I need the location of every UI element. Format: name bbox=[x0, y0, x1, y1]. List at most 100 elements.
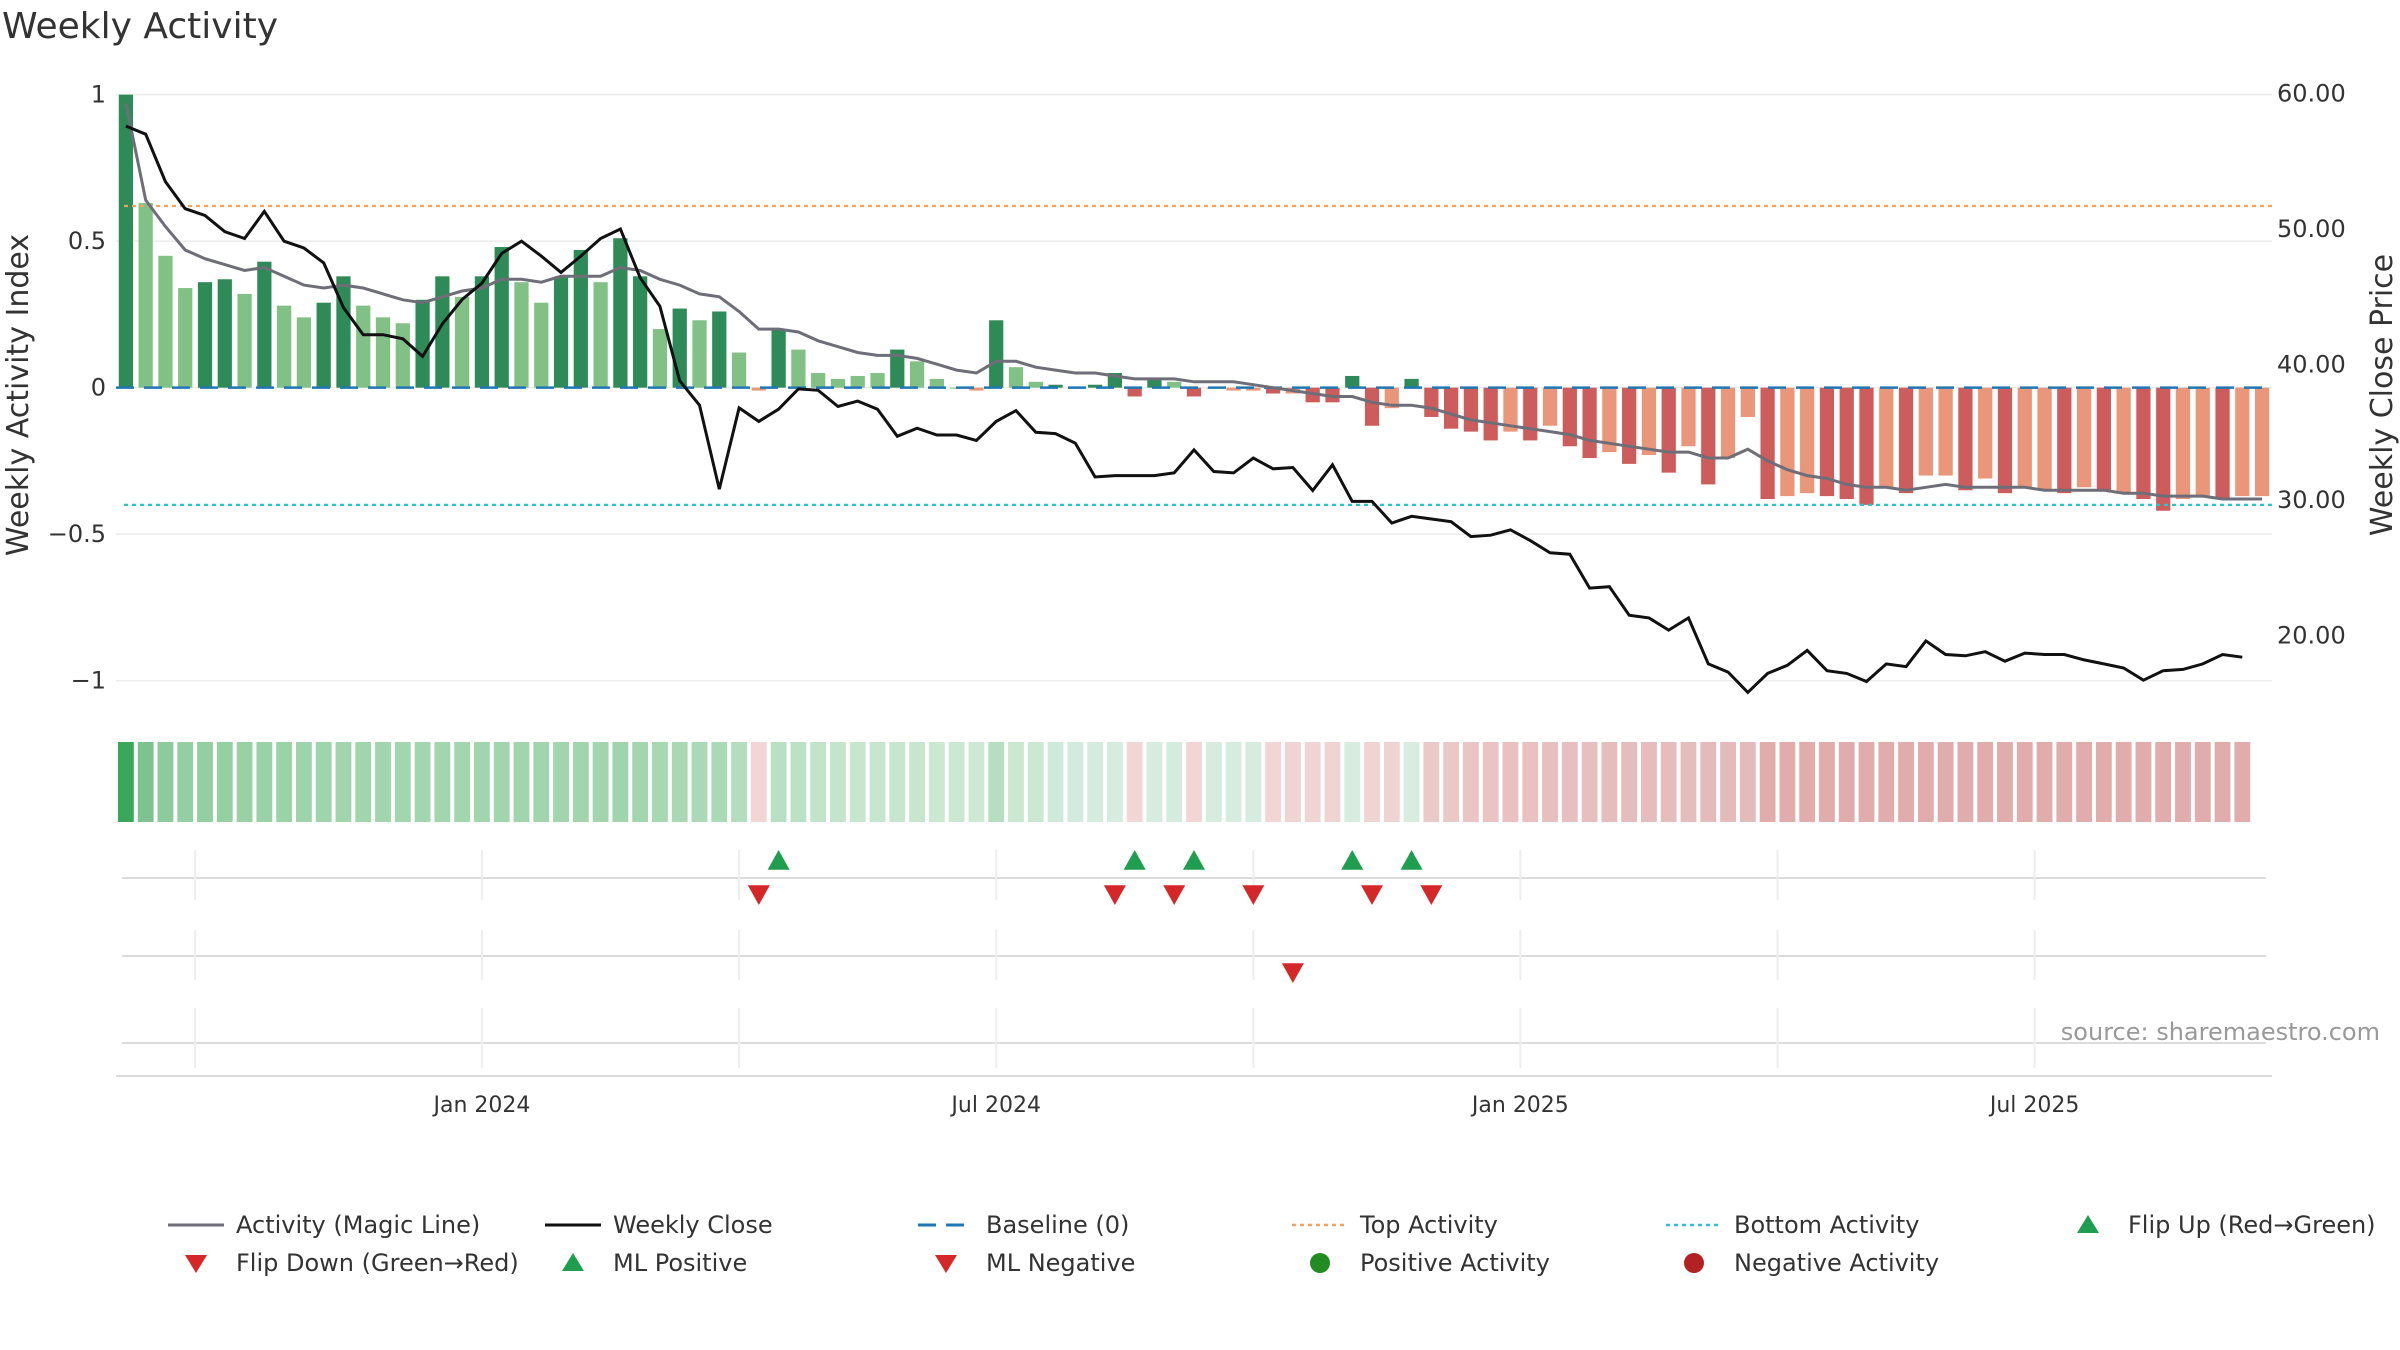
ribbon-cell bbox=[652, 742, 668, 822]
activity-bar bbox=[929, 378, 944, 388]
ribbon-cell bbox=[1245, 742, 1262, 822]
date-axis: Jan 2024 Jul 2024 Jan 2025 Jul 2025 bbox=[431, 1093, 2079, 1118]
left-tick-label: 1 bbox=[91, 81, 106, 109]
activity-bar bbox=[1859, 387, 1874, 505]
ribbon-cell bbox=[1680, 742, 1697, 822]
left-tick-label: 0 bbox=[91, 374, 106, 402]
right-tick-label: 20.00 bbox=[2277, 621, 2346, 649]
flip-up-marker bbox=[1400, 850, 1423, 870]
activity-bar bbox=[692, 320, 707, 388]
ribbon-cell bbox=[1937, 742, 1954, 822]
ribbon-cell bbox=[1739, 742, 1756, 822]
flip-down-marker bbox=[1163, 885, 1186, 905]
activity-bar bbox=[1661, 387, 1676, 473]
flip-down-marker bbox=[1242, 885, 1265, 905]
legend-circle-icon bbox=[1310, 1253, 1330, 1273]
ribbon-cell bbox=[335, 742, 352, 822]
ribbon-cell bbox=[1482, 742, 1499, 822]
activity-bar bbox=[1127, 387, 1142, 397]
ribbon-cell bbox=[810, 742, 827, 822]
ribbon-cell bbox=[790, 742, 807, 822]
ribbon-cell bbox=[1641, 742, 1657, 822]
activity-bar bbox=[1622, 387, 1637, 464]
activity-bar bbox=[1760, 387, 1775, 500]
ribbon-cell bbox=[375, 742, 391, 822]
ribbon-cell bbox=[256, 742, 273, 822]
activity-bar bbox=[1424, 387, 1439, 417]
activity-bar bbox=[2057, 387, 2072, 494]
ribbon-cell bbox=[711, 742, 728, 822]
legend-item: Flip Down (Green→Red) bbox=[185, 1249, 519, 1277]
left-tick-label: 0.5 bbox=[68, 227, 106, 255]
ribbon-cell bbox=[928, 742, 945, 822]
activity-bar bbox=[2076, 387, 2092, 488]
activity-bar bbox=[1008, 367, 1024, 388]
activity-bar bbox=[613, 238, 628, 388]
legend-label: Positive Activity bbox=[1360, 1249, 1550, 1277]
activity-bar bbox=[1147, 378, 1162, 388]
activity-bar bbox=[1800, 387, 1815, 494]
ribbon-cell bbox=[750, 742, 767, 822]
ribbon-cell bbox=[612, 742, 629, 822]
activity-bar bbox=[811, 373, 826, 388]
ribbon-cell bbox=[849, 742, 866, 822]
ribbon-cell bbox=[216, 742, 233, 822]
flip-down-marker bbox=[1420, 885, 1443, 905]
activity-bar bbox=[1265, 387, 1281, 394]
ribbon-cell bbox=[889, 742, 906, 822]
activity-bar bbox=[375, 317, 391, 388]
ribbon-cell bbox=[2234, 742, 2251, 822]
activity-bar bbox=[237, 293, 252, 388]
activity-bar bbox=[1542, 387, 1558, 426]
legend-item: Flip Up (Red→Green) bbox=[2077, 1211, 2376, 1239]
date-tick-label: Jan 2024 bbox=[431, 1093, 530, 1118]
activity-bar bbox=[1997, 387, 2013, 494]
right-tick-label: 50.00 bbox=[2277, 215, 2346, 243]
legend-triangle-up-icon bbox=[562, 1253, 584, 1271]
ribbon-cell bbox=[1799, 742, 1816, 822]
weekly-close-line bbox=[125, 124, 2243, 695]
flip-up-marker bbox=[1341, 850, 1364, 870]
ribbon-cell bbox=[1106, 742, 1123, 822]
left-tick-label: −0.5 bbox=[48, 520, 106, 548]
ribbon-cell bbox=[1858, 742, 1875, 822]
activity-bar bbox=[1938, 387, 1953, 476]
left-axis-title: Weekly Activity Index bbox=[1, 234, 36, 556]
legend-label: Flip Down (Green→Red) bbox=[236, 1249, 519, 1277]
activity-bar bbox=[830, 378, 846, 388]
ribbon-cell bbox=[493, 742, 510, 822]
activity-bar bbox=[1602, 387, 1617, 453]
activity-bar bbox=[2096, 387, 2111, 491]
chart-title: Weekly Activity bbox=[2, 6, 278, 47]
ribbon-cell bbox=[295, 742, 312, 822]
ribbon-cell bbox=[1463, 742, 1479, 822]
ribbon-cell bbox=[2135, 742, 2152, 822]
ribbon-cell bbox=[909, 742, 925, 822]
ribbon-cell bbox=[2056, 742, 2073, 822]
ribbon-cell bbox=[394, 742, 411, 822]
ribbon-cell bbox=[2155, 742, 2172, 822]
ribbon-cell bbox=[1720, 742, 1736, 822]
activity-bar bbox=[1740, 387, 1755, 417]
activity-bar bbox=[1463, 387, 1479, 432]
right-tick-label: 40.00 bbox=[2277, 351, 2346, 379]
activity-bar bbox=[1226, 387, 1241, 391]
ribbon-cell bbox=[2194, 742, 2211, 822]
activity-bar bbox=[1523, 387, 1538, 441]
ribbon-cell bbox=[1977, 742, 1994, 822]
ribbon-cell bbox=[1997, 742, 2013, 822]
ribbon-cell bbox=[177, 742, 194, 822]
ribbon-cell bbox=[434, 742, 451, 822]
ribbon-cell bbox=[474, 742, 490, 822]
activity-bar bbox=[474, 276, 490, 388]
ribbon-cell bbox=[1898, 742, 1914, 822]
flip-down-marker bbox=[1103, 885, 1126, 905]
ribbon-cell bbox=[355, 742, 372, 822]
activity-bar bbox=[257, 261, 272, 388]
ribbon-cell bbox=[1423, 742, 1440, 822]
date-tick-label: Jul 2024 bbox=[949, 1093, 1041, 1118]
flip-down-marker bbox=[1361, 885, 1384, 905]
ribbon-cell bbox=[869, 742, 886, 822]
legend-label: Flip Up (Red→Green) bbox=[2128, 1211, 2376, 1239]
